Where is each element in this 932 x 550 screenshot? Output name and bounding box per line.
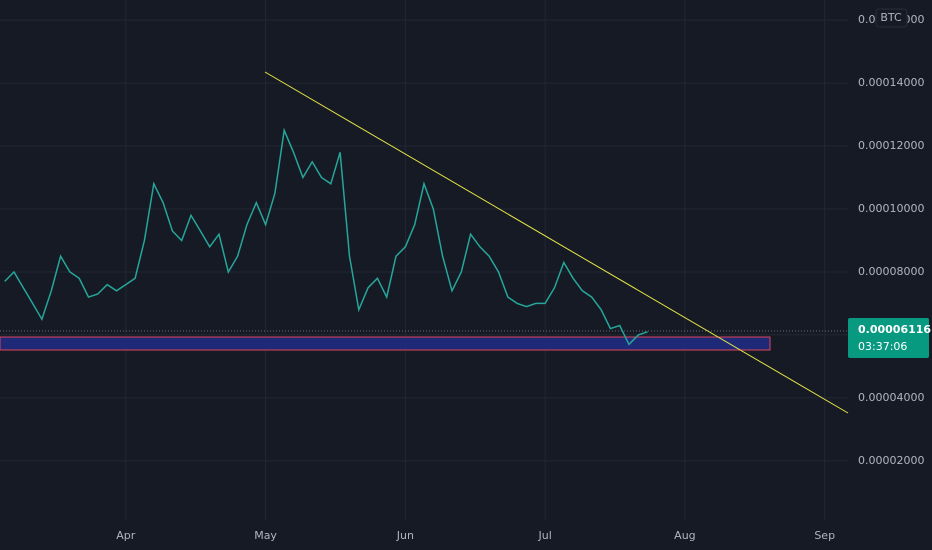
x-tick-label: May: [254, 529, 277, 542]
y-tick-label: 0.00010000: [858, 202, 924, 215]
x-tick-label: Jul: [538, 529, 552, 542]
y-tick-label: 0.00002000: [858, 454, 924, 467]
x-tick-label: Sep: [814, 529, 835, 542]
x-tick-label: Aug: [674, 529, 695, 542]
axes: 0.000020000.000040000.000060000.00008000…: [116, 13, 924, 542]
price-line-series: [4, 127, 648, 346]
last-price: 0.00006116: [858, 323, 931, 336]
support-zone: [0, 336, 771, 351]
x-tick-label: Jun: [396, 529, 414, 542]
grid: [0, 0, 848, 520]
price-badge: [848, 318, 929, 358]
countdown: 03:37:06: [858, 340, 907, 353]
currency-badge[interactable]: [875, 8, 908, 28]
currency: BTC: [880, 11, 902, 24]
y-tick-label: 0.00004000: [858, 391, 924, 404]
y-tick-label: 0.00014000: [858, 76, 924, 89]
y-tick-label: 0.00008000: [858, 265, 924, 278]
plot: [4, 127, 648, 346]
y-tick-label: 0.00012000: [858, 139, 924, 152]
x-tick-label: Apr: [116, 529, 136, 542]
trendline[interactable]: [264, 71, 849, 414]
